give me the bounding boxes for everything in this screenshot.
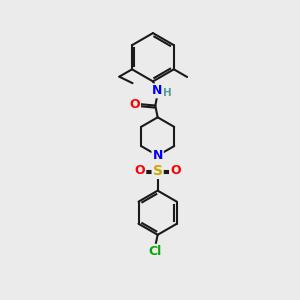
Text: O: O xyxy=(135,164,145,177)
Text: H: H xyxy=(163,88,172,98)
Text: N: N xyxy=(152,149,163,162)
Text: O: O xyxy=(129,98,140,111)
Text: N: N xyxy=(152,84,162,97)
Text: S: S xyxy=(153,164,163,178)
Text: O: O xyxy=(170,164,181,177)
Text: Cl: Cl xyxy=(149,245,162,258)
